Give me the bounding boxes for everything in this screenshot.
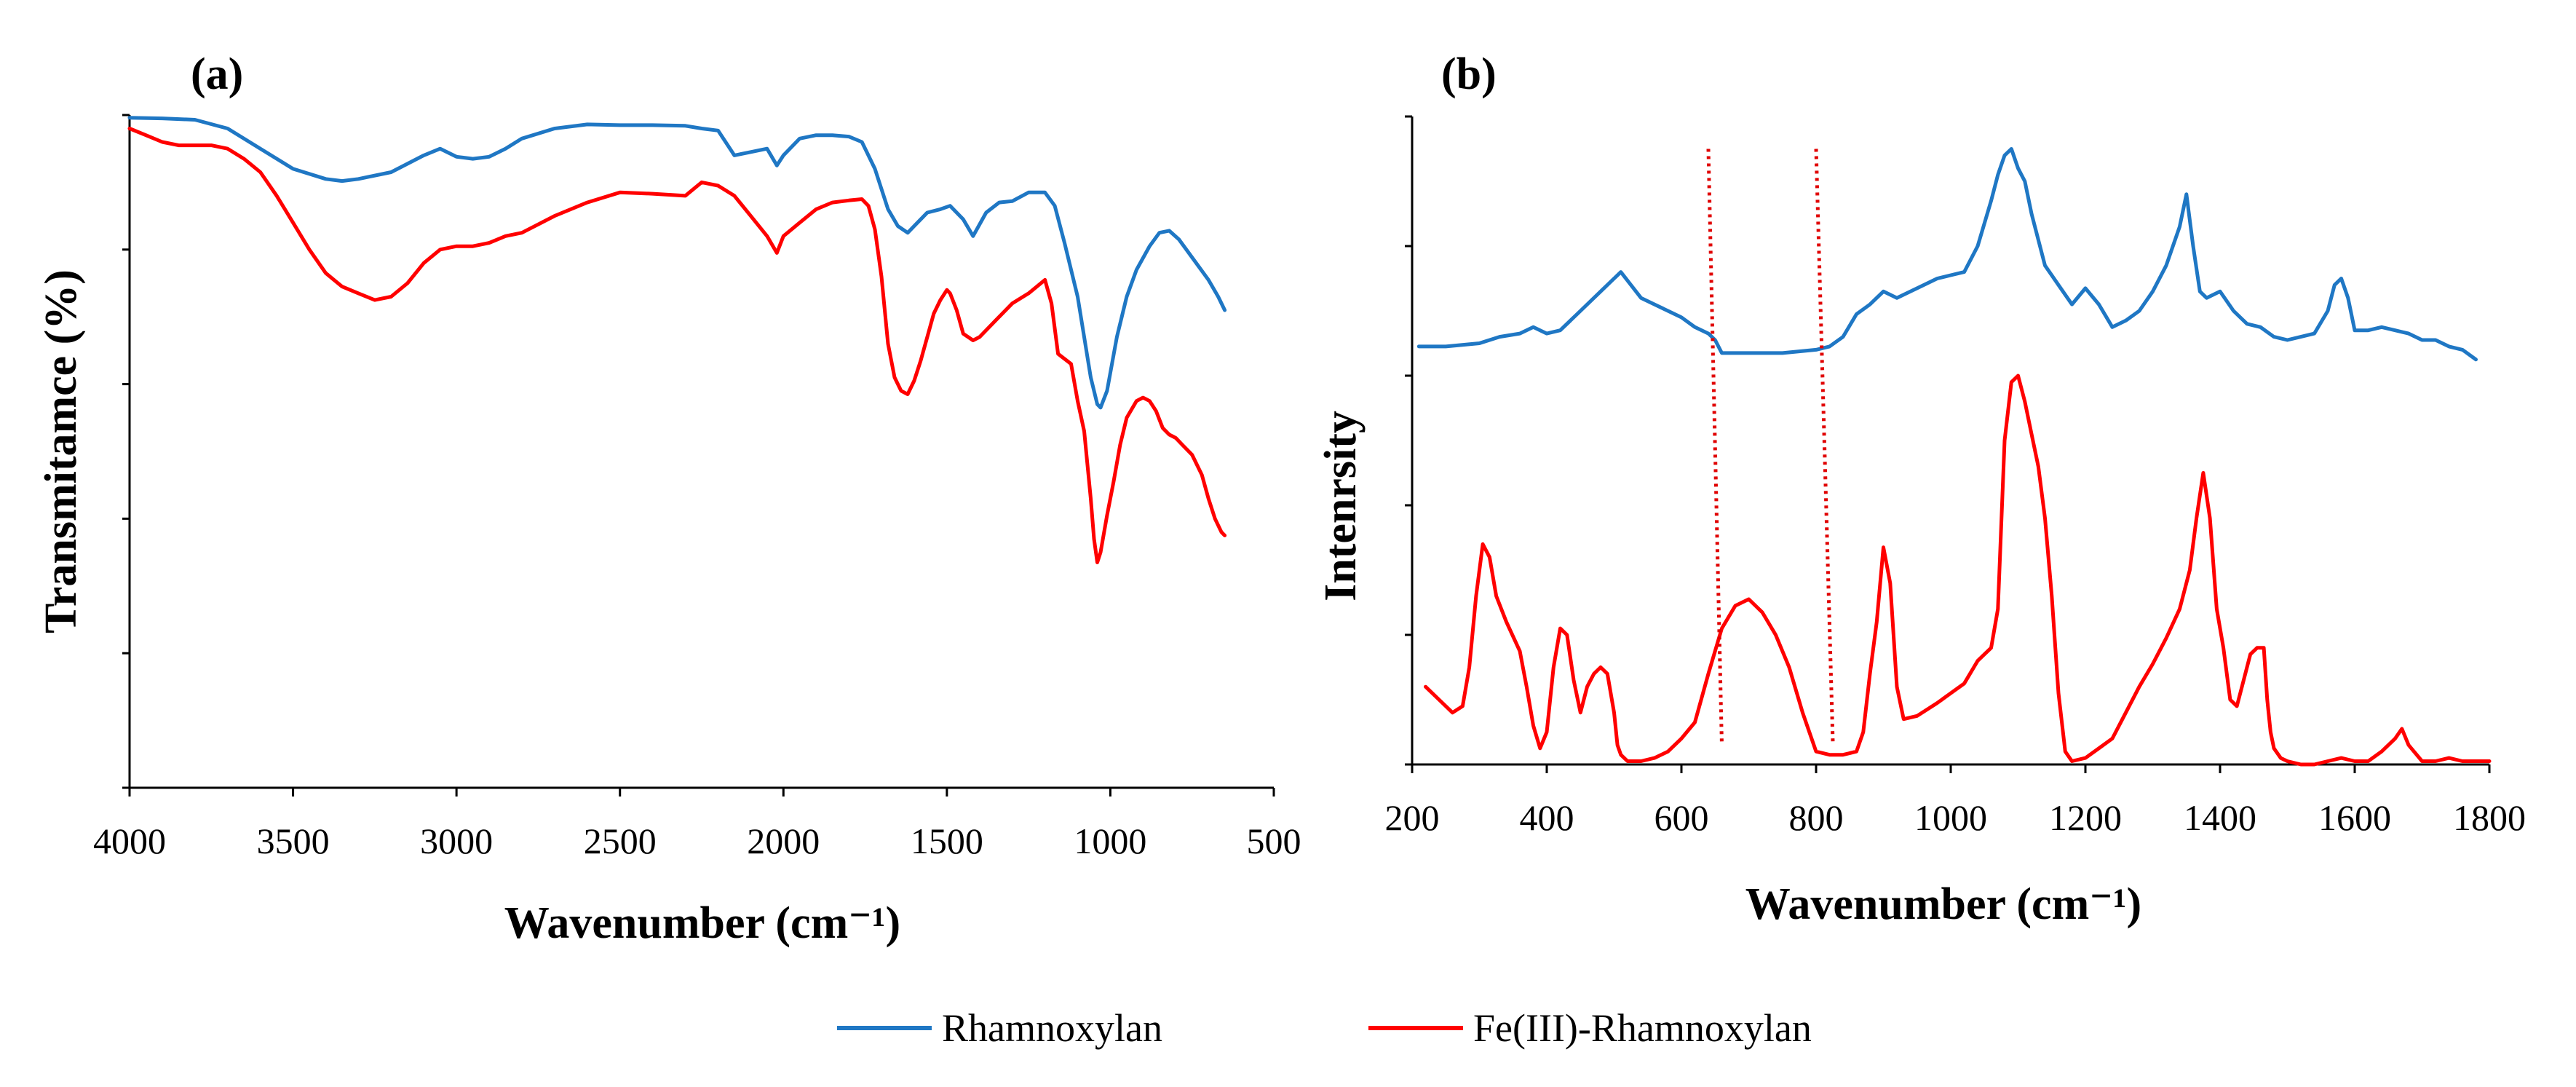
panel-b-x-tick-label: 1800 (2453, 797, 2526, 838)
panel-a-x-tick-label: 4000 (93, 821, 166, 861)
panel-b-x-tick-label: 400 (1520, 797, 1574, 838)
panel-b-x-tick-label: 1200 (2049, 797, 2122, 838)
panel-a-series-rhamnoxylan (127, 116, 1227, 410)
panel-b-x-tick-label: 1000 (1914, 797, 1987, 838)
panel-b-x-axis-title: Wavenumber (cm⁻¹) (1745, 880, 2141, 929)
panel-b-x-tick-label: 1600 (2318, 797, 2391, 838)
panel-b-series (1416, 147, 2492, 767)
panel-a-label: (a) (191, 50, 243, 99)
panel-b-series-rhamnoxylan (1416, 147, 2478, 362)
panel-b-x-tick-label: 600 (1654, 797, 1709, 838)
panel-b-series-fe-iii-rhamnoxylan (1424, 373, 2492, 767)
panel-b-y-axis-title: Intenrsity (1316, 411, 1366, 601)
panel-b-x-tick-label: 200 (1385, 797, 1440, 838)
panel-b-y-ticks (1405, 115, 1412, 766)
panel-a-series-fe-iii-rhamnoxylan (127, 127, 1227, 564)
panel-a-x-tick-label: 2000 (747, 821, 820, 861)
panel-a-x-tick-label: 1500 (911, 821, 983, 861)
panel-a-series (127, 116, 1227, 564)
panel-b-label: (b) (1441, 50, 1497, 99)
panel-a-ftir-chart: (a) 4000 3500 3000 2500 2000 1500 1000 500 Wave… (36, 50, 1301, 948)
legend-label-fe-rhamnoxylan: Fe(III)-Rhamnoxylan (1473, 1006, 1812, 1050)
panel-b-dotted-guide-line (1814, 149, 1835, 746)
panel-b-x-ticks: 200 400 600 800 1000 1200 1400 1600 1800 (1385, 764, 2526, 838)
panel-a-x-axis-title: Wavenumber (cm⁻¹) (504, 898, 900, 948)
panel-a-x-ticks: 4000 3500 3000 2500 2000 1500 1000 500 (93, 788, 1301, 861)
panel-a-x-tick-label: 3500 (257, 821, 330, 861)
panel-a-y-ticks (122, 114, 130, 789)
panel-b-x-tick-label: 1400 (2184, 797, 2256, 838)
panel-b-dotted-guide-line (1706, 149, 1724, 746)
legend-label-rhamnoxylan: Rhamnoxylan (942, 1006, 1162, 1050)
panel-b-x-tick-label: 800 (1789, 797, 1844, 838)
panel-a-x-tick-label: 2500 (584, 821, 657, 861)
panel-a-x-tick-label: 3000 (420, 821, 493, 861)
panel-b-raman-chart: (b) 200 400 600 800 1000 1200 1400 1600 1800 Wav… (1316, 50, 2526, 929)
panel-a-y-axis-title: Transmitamce (%) (36, 269, 86, 633)
panel-a-x-tick-label: 1000 (1074, 821, 1146, 861)
legend: Rhamnoxylan Fe(III)-Rhamnoxylan (837, 1006, 1812, 1050)
panel-b-guide-lines (1706, 149, 1835, 746)
panel-a-x-tick-label: 500 (1247, 821, 1301, 861)
